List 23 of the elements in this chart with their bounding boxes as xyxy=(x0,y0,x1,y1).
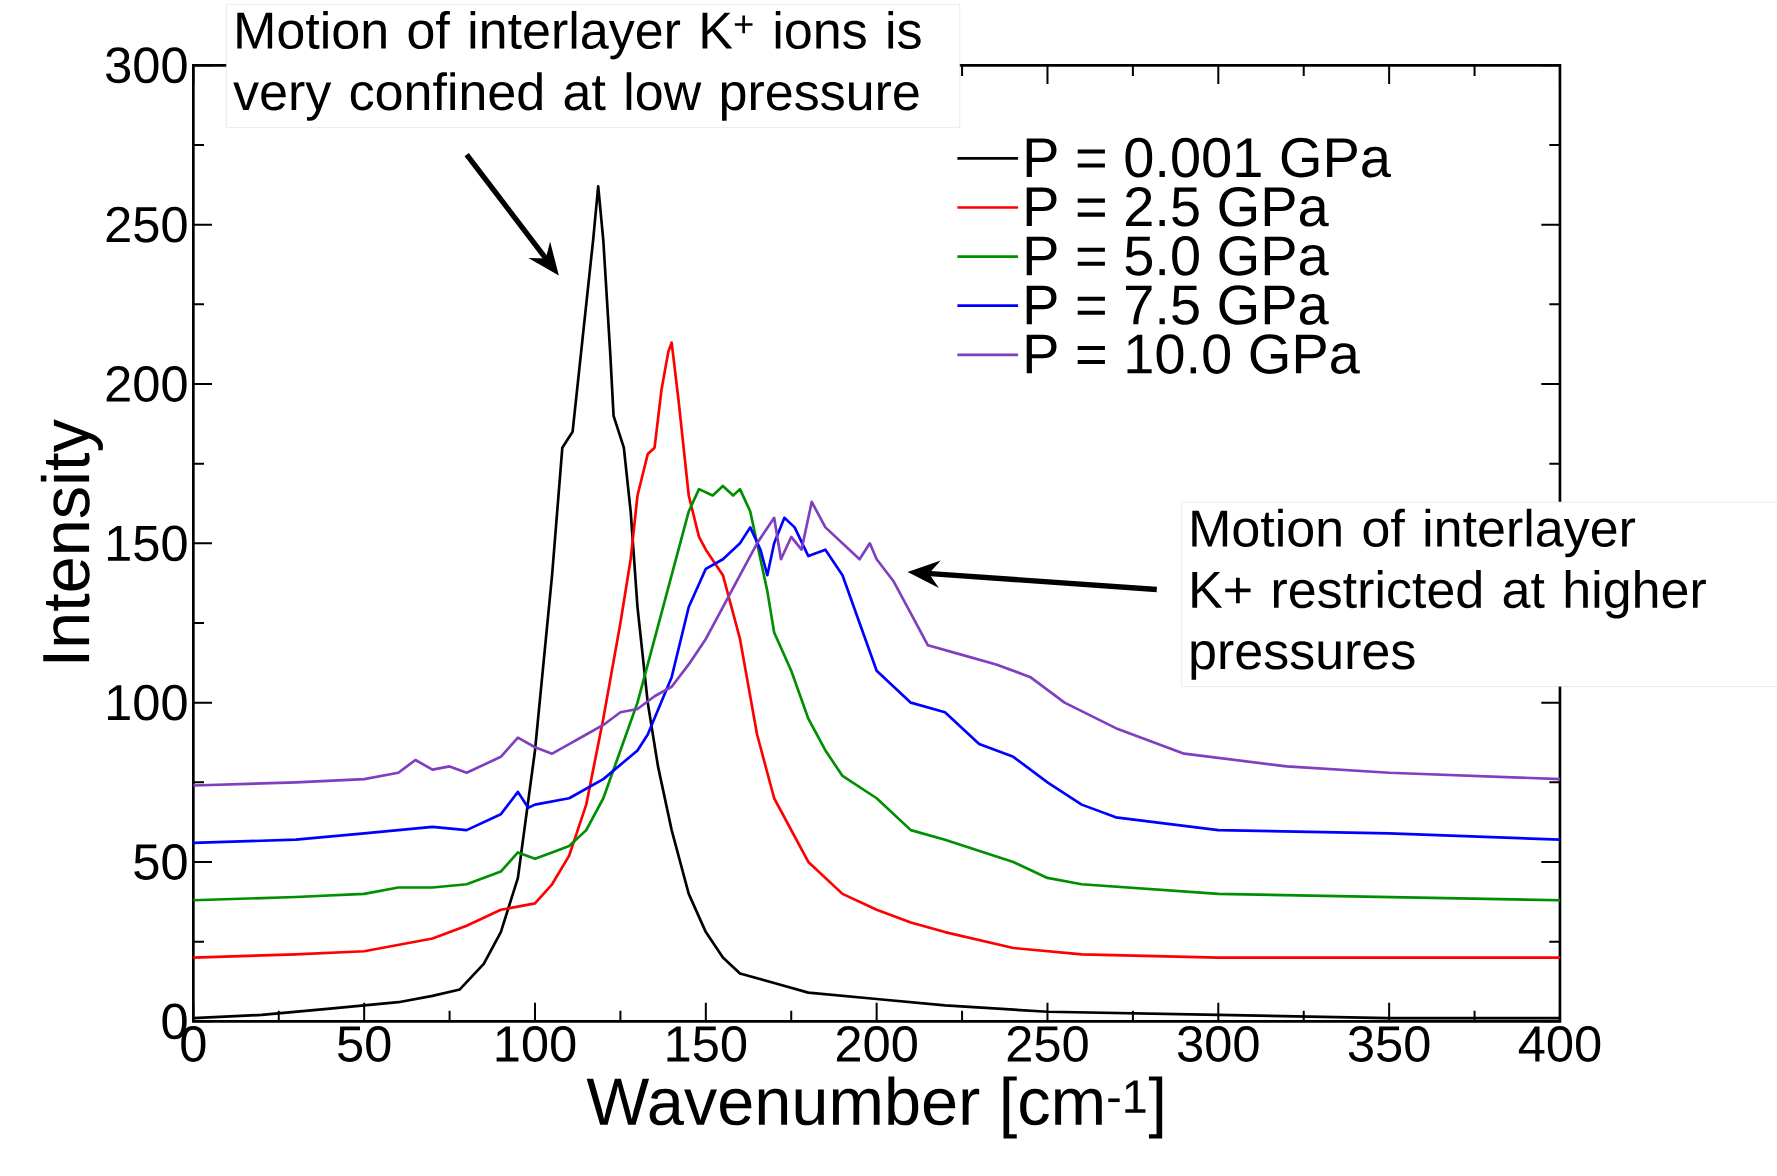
x-tick-label: 50 xyxy=(338,1026,391,1062)
x-tick-label: 100 xyxy=(496,1026,576,1062)
legend-label: P = 10.0 GPa xyxy=(1026,334,1360,374)
y-tick-label: 250 xyxy=(106,206,187,243)
annotation: Motion of interlayer K$^{+}$ ions is very confined at low pressure xyxy=(233,10,921,121)
legend-label: P = 7.5 GPa xyxy=(1026,285,1329,325)
y-tick-label: 100 xyxy=(107,684,187,721)
x-tick-label: 150 xyxy=(667,1026,747,1062)
x-tick-label: 250 xyxy=(1007,1026,1088,1062)
y-tick-label: 150 xyxy=(107,525,187,562)
y-axis-title: Intensity xyxy=(40,419,103,662)
x-tick-label: 200 xyxy=(836,1026,917,1062)
annotation: Motion of interlayer K+ restricted at higher pressures xyxy=(1191,508,1706,680)
x-tick-label: 350 xyxy=(1348,1026,1430,1062)
legend-label: P = 5.0 GPa xyxy=(1026,236,1329,276)
y-tick-label: 200 xyxy=(106,366,187,402)
x-tick-label: 300 xyxy=(1177,1026,1259,1062)
legend-label: P = 2.5 GPa xyxy=(1026,186,1329,227)
x-axis-title: Wavenumber [cm$^{-1}$] xyxy=(586,1076,1163,1139)
y-tick-label: 50 xyxy=(134,844,187,880)
legend-label: P = 0.001 GPa xyxy=(1026,137,1391,178)
x-tick-label: 400 xyxy=(1518,1026,1601,1062)
y-tick-label: 300 xyxy=(106,47,187,84)
